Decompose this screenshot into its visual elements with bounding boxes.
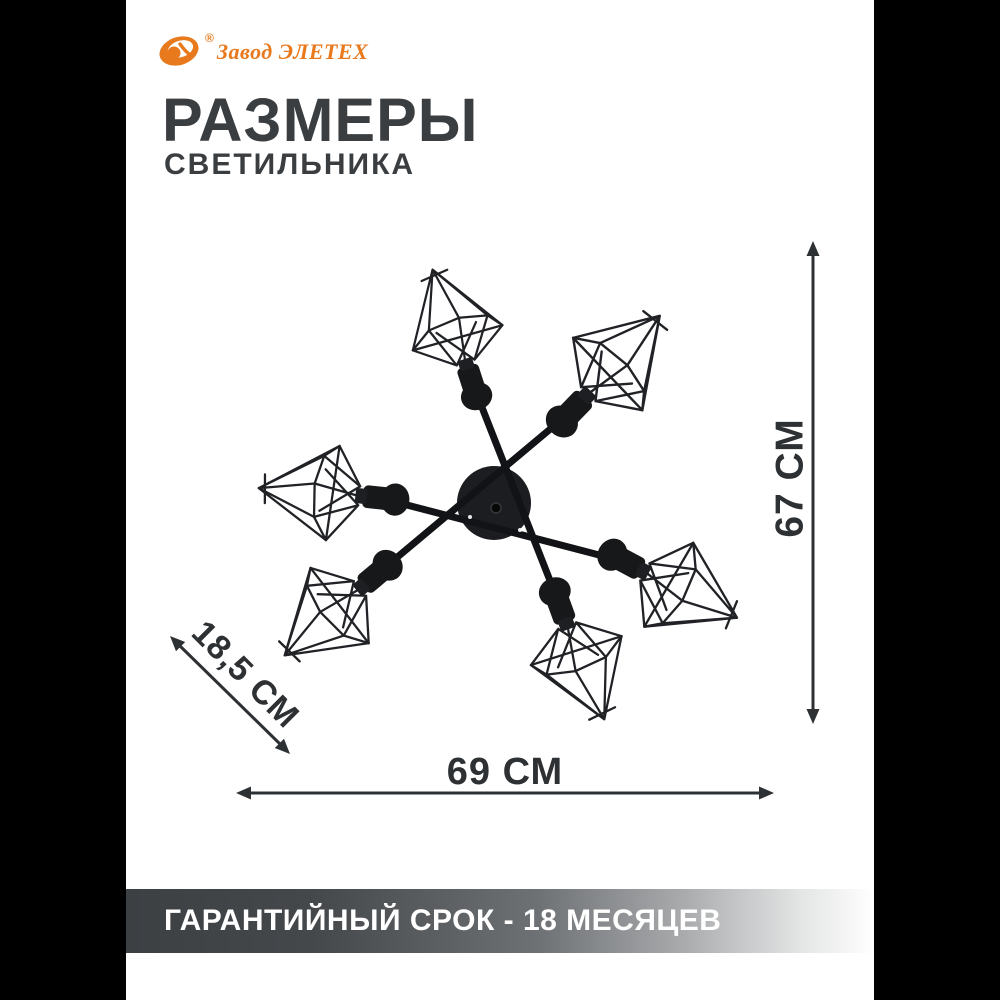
width-dimension: 69 СМ [236, 751, 774, 800]
brand-logo: ® Завод ЭЛЕТЕХ [158, 31, 369, 68]
height-dimension: 67 СМ [768, 241, 820, 724]
canopy-screw [490, 502, 502, 514]
page-title: РАЗМЕРЫ [162, 86, 479, 154]
height-label: 67 СМ [768, 418, 811, 537]
chandelier-arms [372, 378, 630, 610]
brand-logo-text: Завод ЭЛЕТЕХ [216, 39, 369, 64]
content-area: ® Завод ЭЛЕТЕХ РАЗМЕРЫ СВЕТИЛЬНИКА [126, 0, 874, 1000]
warranty-text: ГАРАНТИЙНЫЙ СРОК - 18 МЕСЯЦЕВ [164, 904, 722, 937]
canopy-hole [468, 515, 472, 519]
canopy-hole [518, 528, 522, 532]
dimension-diagram: 67 СМ 69 СМ 18,5 СМ [170, 241, 820, 800]
page-subtitle: СВЕТИЛЬНИКА [164, 148, 416, 181]
shade-dimension: 18,5 СМ [170, 613, 307, 754]
width-label: 69 СМ [447, 751, 563, 793]
shade-size-label: 18,5 СМ [184, 613, 306, 735]
warranty-bar: ГАРАНТИЙНЫЙ СРОК - 18 МЕСЯЦЕВ [126, 889, 874, 953]
brand-logo-icon [158, 32, 204, 68]
chandelier-illustration [251, 253, 760, 738]
registered-trademark: ® [205, 31, 214, 45]
